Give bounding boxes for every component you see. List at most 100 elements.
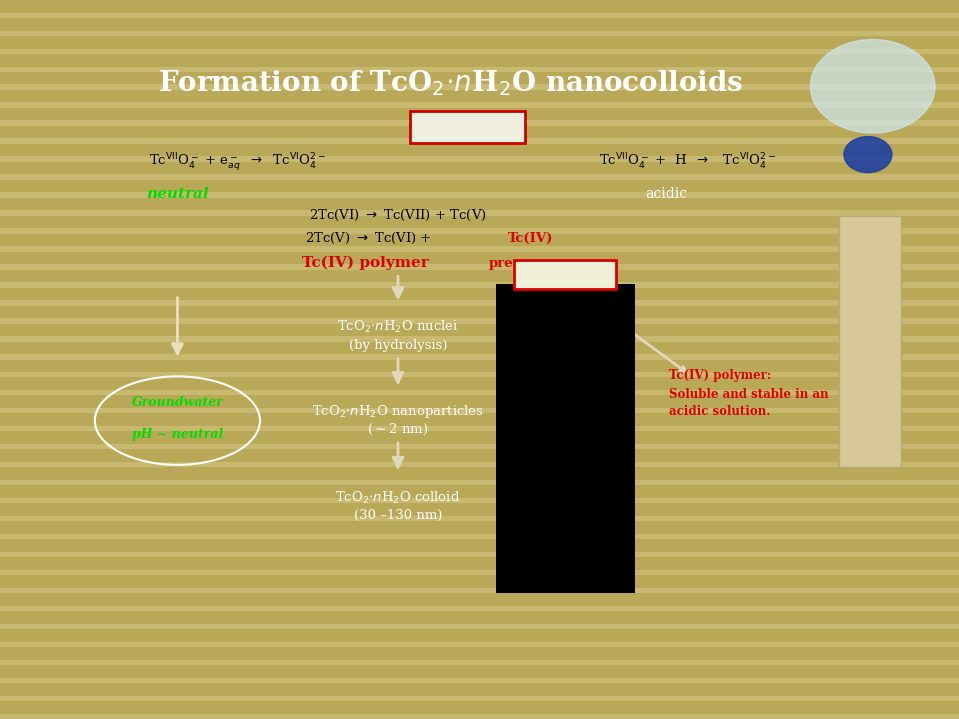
Text: pH ~ neutral: pH ~ neutral (131, 429, 223, 441)
Bar (0, 85, 959, 90)
Bar (0, 255, 959, 261)
Bar (0, 283, 959, 288)
Text: Reduction: Reduction (427, 120, 507, 134)
Bar (0, 552, 959, 557)
Bar (0, 533, 959, 539)
Bar (0, 147, 959, 153)
Bar (0, 246, 959, 252)
FancyBboxPatch shape (514, 260, 616, 289)
Bar (0, 543, 959, 549)
Bar (0, 58, 959, 63)
Bar (0, 408, 959, 413)
Text: TcO$_2$$\cdot$$n$H$_2$O nanoparticles: TcO$_2$$\cdot$$n$H$_2$O nanoparticles (312, 403, 484, 420)
Bar (0, 327, 959, 332)
Circle shape (810, 40, 935, 133)
Bar (0, 569, 959, 575)
Bar (0, 111, 959, 116)
Text: Formation of TcO$_2$$\cdot$$n$H$_2$O nanocolloids: Formation of TcO$_2$$\cdot$$n$H$_2$O nan… (158, 68, 743, 98)
Bar (0, 605, 959, 611)
Bar (0, 453, 959, 459)
Bar (0, 597, 959, 603)
Bar (0, 309, 959, 315)
Bar (0, 462, 959, 467)
FancyBboxPatch shape (410, 111, 525, 143)
Bar (0, 489, 959, 495)
Bar (0, 651, 959, 656)
Bar (0, 67, 959, 72)
Bar (0, 417, 959, 423)
Bar (0, 633, 959, 638)
Bar (0, 507, 959, 512)
Bar (0, 291, 959, 296)
Text: Tc$^{\mathsf{VII}}$O$_4^-$ +  H  $\rightarrow$   Tc$^{\mathsf{VI}}$O$_4^{2-}$: Tc$^{\mathsf{VII}}$O$_4^-$ + H $\rightar… (599, 152, 777, 172)
Bar (0, 561, 959, 567)
Bar (0, 345, 959, 351)
Bar (0, 4, 959, 9)
Bar (0, 713, 959, 719)
Bar (0, 219, 959, 224)
Text: acidic: acidic (645, 187, 688, 201)
Text: Groundwater: Groundwater (131, 396, 223, 409)
Bar (0, 615, 959, 620)
Bar (0, 525, 959, 531)
Text: Tc(IV) polymer:: Tc(IV) polymer: (669, 369, 772, 382)
Text: acidic solution.: acidic solution. (669, 406, 771, 418)
Bar (0, 237, 959, 243)
Bar (0, 229, 959, 234)
Bar (0, 336, 959, 342)
Bar (0, 696, 959, 701)
Text: neutral: neutral (146, 187, 209, 201)
Bar (0, 677, 959, 683)
Bar (0, 265, 959, 270)
Bar (0, 372, 959, 377)
Bar (0, 471, 959, 476)
Bar (0, 579, 959, 584)
Bar (0, 193, 959, 198)
Bar (0, 31, 959, 36)
Bar (0, 103, 959, 108)
Bar (0, 390, 959, 395)
Bar (0, 705, 959, 710)
Bar (0, 435, 959, 440)
Text: TcO$_2$$\cdot$$n$H$_2$O colloid: TcO$_2$$\cdot$$n$H$_2$O colloid (336, 490, 460, 505)
Text: (by hydrolysis): (by hydrolysis) (349, 339, 447, 352)
Bar (0, 516, 959, 521)
Bar (0, 660, 959, 665)
Bar (0, 426, 959, 431)
Text: TcO$_2$$\cdot$$n$H$_2$O nuclei: TcO$_2$$\cdot$$n$H$_2$O nuclei (338, 319, 458, 335)
Bar (0, 354, 959, 360)
Bar (0, 75, 959, 81)
Bar (0, 687, 959, 692)
Bar (0, 301, 959, 306)
Bar (0, 93, 959, 99)
Bar (0, 641, 959, 647)
Bar (0, 381, 959, 387)
Bar (0, 129, 959, 135)
Bar (0, 22, 959, 27)
Text: ($\sim$2 nm): ($\sim$2 nm) (367, 422, 429, 436)
Text: Tc$^{\mathsf{VII}}$O$_4^-$ + e$_{aq}^-$  $\rightarrow$  Tc$^{\mathsf{VI}}$O$_4^{: Tc$^{\mathsf{VII}}$O$_4^-$ + e$_{aq}^-$ … (149, 151, 326, 173)
Bar (0, 498, 959, 503)
Bar (0, 399, 959, 404)
Bar (839, 216, 901, 467)
Bar (0, 157, 959, 162)
Bar (0, 175, 959, 180)
Bar (0, 165, 959, 171)
Bar (0, 121, 959, 126)
Text: Soluble and stable in an: Soluble and stable in an (669, 388, 829, 400)
Bar (0, 669, 959, 674)
Text: (30 –130 nm): (30 –130 nm) (354, 509, 442, 522)
Bar (0, 273, 959, 278)
Text: 2Tc(V) $\rightarrow$ Tc(VI) +: 2Tc(V) $\rightarrow$ Tc(VI) + (305, 232, 433, 246)
Bar (0, 588, 959, 593)
Bar (0, 480, 959, 485)
Text: precursor: precursor (488, 257, 561, 270)
Bar (496, 284, 635, 593)
Bar (0, 13, 959, 18)
Bar (0, 40, 959, 45)
Bar (0, 139, 959, 144)
Bar (0, 318, 959, 324)
Bar (0, 49, 959, 54)
Text: 2Tc(VI) $\rightarrow$ Tc(VII) + Tc(V): 2Tc(VI) $\rightarrow$ Tc(VII) + Tc(V) (309, 209, 487, 223)
Text: Tc(IV) polymer: Tc(IV) polymer (302, 255, 429, 270)
